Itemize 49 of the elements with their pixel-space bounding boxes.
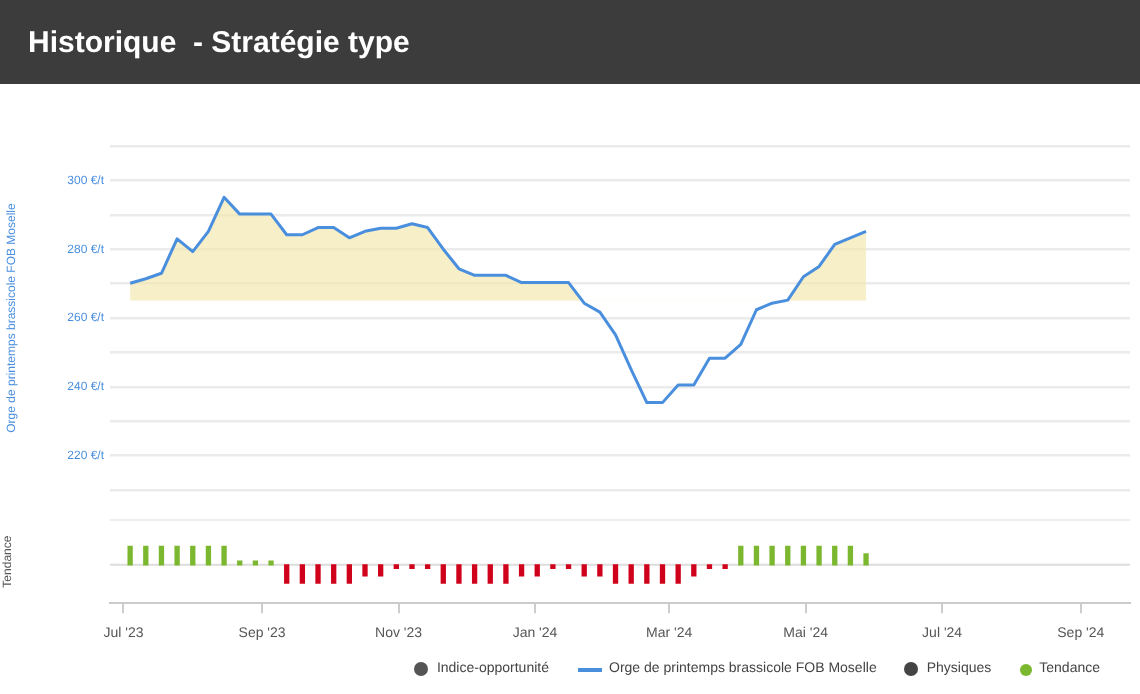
bar — [237, 560, 243, 566]
bar — [816, 545, 822, 566]
bar — [863, 553, 869, 566]
bar — [331, 564, 337, 584]
bar — [691, 564, 697, 577]
bar — [378, 564, 384, 577]
bar — [221, 545, 227, 566]
bar — [362, 564, 368, 577]
bar — [409, 564, 415, 570]
bar — [471, 564, 478, 584]
bar — [722, 564, 728, 570]
bar — [534, 564, 540, 577]
bar — [738, 545, 744, 566]
bar — [158, 545, 165, 566]
bar — [832, 545, 838, 566]
bar — [440, 564, 446, 584]
bar — [268, 560, 274, 566]
bar — [346, 564, 352, 584]
bar — [644, 564, 650, 584]
bar — [769, 545, 775, 566]
bar — [205, 545, 212, 566]
bar — [299, 564, 306, 584]
bar — [143, 545, 149, 566]
bar — [550, 564, 556, 570]
bar — [252, 560, 259, 566]
bar — [393, 564, 399, 570]
bar — [565, 564, 572, 570]
bar — [675, 564, 681, 584]
bar — [315, 564, 321, 584]
bar — [518, 564, 525, 577]
bar — [284, 564, 290, 584]
bar — [597, 564, 603, 577]
bar — [487, 564, 493, 584]
bar — [503, 564, 509, 584]
bar — [753, 545, 760, 566]
chart-title: Historique - Stratégie type — [28, 25, 410, 59]
bar — [628, 564, 634, 584]
bar — [800, 545, 807, 566]
bar — [190, 545, 196, 566]
bar — [127, 545, 133, 566]
bar — [847, 545, 854, 566]
bar — [456, 564, 462, 584]
bar — [612, 564, 619, 584]
bar — [659, 564, 666, 584]
bar — [785, 545, 791, 566]
bar — [581, 564, 587, 577]
bar — [424, 564, 431, 570]
bar — [706, 564, 713, 570]
bar — [174, 545, 180, 566]
